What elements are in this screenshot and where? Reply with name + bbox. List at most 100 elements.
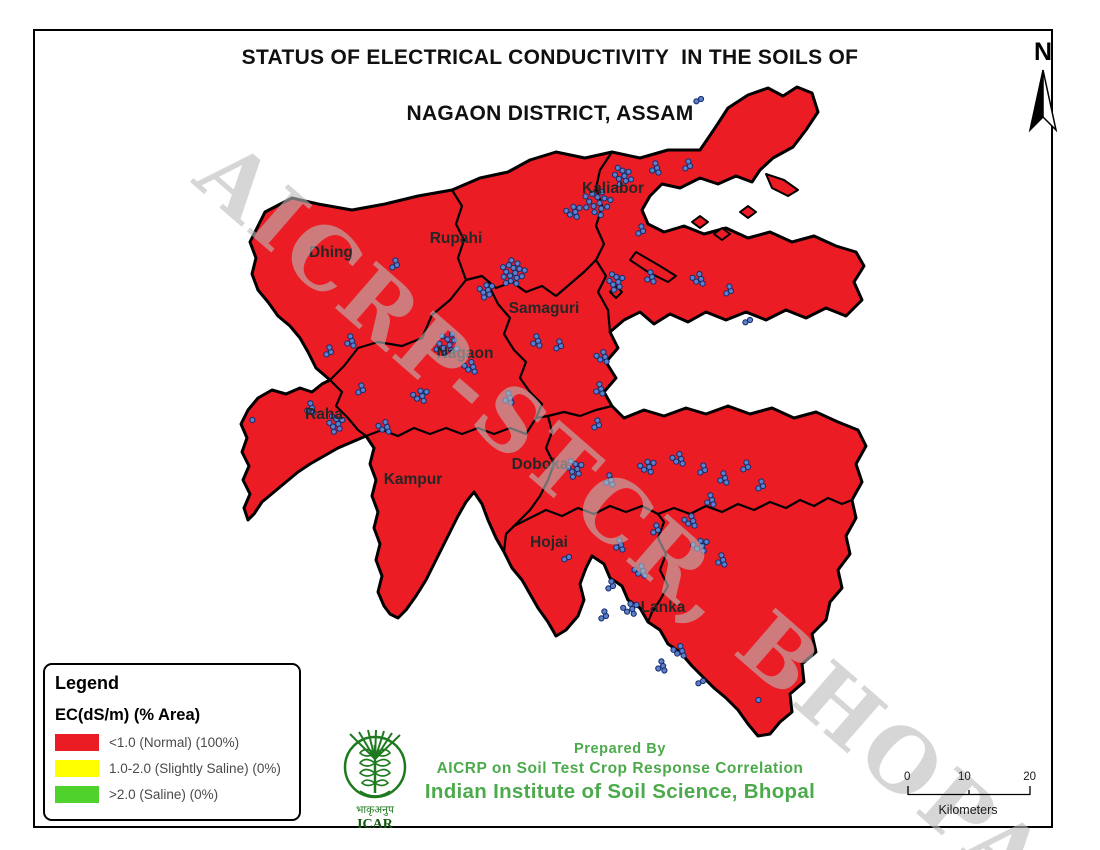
scale-bar-ticks: 0 10 20 — [898, 771, 1038, 784]
soil-sample-point — [567, 458, 575, 465]
soil-sample-point — [355, 389, 362, 396]
north-arrow-left-half — [1028, 69, 1044, 133]
soil-sample-point — [468, 359, 475, 366]
scale-tick-0: 0 — [904, 771, 911, 783]
soil-sample-point — [700, 462, 707, 469]
region-label-hojai: Hojai — [530, 534, 568, 551]
soil-sample-point — [599, 188, 606, 196]
block-boundary — [535, 404, 613, 420]
soil-sample-point — [628, 176, 635, 183]
soil-sample-point — [598, 205, 605, 212]
soil-sample-point — [693, 98, 700, 105]
soil-sample-point — [461, 362, 468, 369]
soil-sample-point — [586, 198, 593, 205]
soil-sample-point — [619, 274, 626, 282]
soil-sample-point — [330, 428, 337, 435]
soil-sample-point — [569, 473, 577, 480]
soil-sample-point — [488, 283, 496, 290]
soil-sample-point — [570, 203, 577, 210]
soil-sample-point — [420, 397, 427, 404]
soil-sample-point — [598, 615, 605, 622]
soil-sample-point — [649, 167, 656, 174]
soil-sample-point — [505, 390, 512, 397]
soil-sample-point — [641, 466, 648, 473]
soil-sample-point — [723, 290, 730, 297]
soil-sample-point — [596, 381, 603, 388]
soil-sample-point — [703, 538, 710, 546]
soil-sample-point — [655, 169, 662, 176]
soil-sample-point — [697, 469, 704, 476]
island-shape — [739, 205, 757, 219]
soil-sample-point — [670, 646, 677, 653]
soil-sample-point — [690, 541, 697, 548]
soil-sample-point — [505, 262, 512, 269]
region-label-rupahi: Rupahi — [430, 230, 483, 247]
soil-sample-point — [676, 451, 683, 458]
region-label-kampur: Kampur — [384, 471, 443, 488]
soil-sample-point — [613, 273, 620, 281]
soil-sample-point — [661, 667, 668, 674]
soil-sample-point — [448, 331, 456, 338]
soil-sample-point — [647, 468, 654, 475]
soil-sample-point — [614, 164, 621, 171]
region-label-dhing: Dhing — [309, 244, 353, 261]
block-boundary — [595, 259, 612, 333]
soil-sample-point — [633, 601, 640, 609]
region-label-nagaon: Nagaon — [437, 345, 494, 362]
credits-institute-line: Indian Institute of Soil Science, Bhopal — [424, 780, 816, 803]
map-title: STATUS OF ELECTRICAL CONDUCTIVITY IN THE… — [90, 44, 1010, 128]
block-boundary — [489, 287, 544, 419]
soil-sample-point — [681, 516, 688, 523]
scale-tick-20: 20 — [1023, 771, 1036, 783]
soil-sample-point — [710, 501, 717, 508]
soil-sample-point — [500, 273, 507, 280]
soil-sample-point — [553, 345, 560, 352]
soil-sample-point — [326, 344, 333, 351]
soil-sample-point — [682, 165, 689, 172]
soil-sample-point — [650, 529, 657, 536]
soil-sample-point — [616, 537, 623, 544]
soil-sample-point — [513, 280, 520, 287]
soil-sample-point — [599, 390, 606, 397]
soil-sample-point — [589, 190, 596, 197]
soil-sample-point — [616, 181, 623, 188]
soil-sample-point — [685, 158, 692, 165]
soil-sample-point — [385, 428, 392, 435]
soil-sample-point — [647, 269, 654, 276]
soil-sample-point — [441, 350, 448, 357]
block-boundary — [329, 379, 367, 437]
soil-sample-point — [721, 561, 728, 568]
north-label: N — [1034, 38, 1052, 66]
soil-sample-point — [516, 265, 523, 272]
soil-sample-point — [606, 472, 613, 479]
soil-sample-point — [389, 264, 396, 271]
soil-sample-point — [379, 426, 386, 433]
soil-sample-point — [486, 291, 493, 298]
legend-item-label: 1.0-2.0 (Slightly Saline) (0%) — [109, 761, 281, 776]
soil-sample-point — [717, 477, 724, 484]
scale-bar-line — [907, 786, 1031, 796]
legend-item-label: <1.0 (Normal) (100%) — [109, 735, 240, 750]
soil-sample-point — [444, 336, 451, 343]
soil-sample-point — [593, 388, 600, 395]
soil-sample-point — [726, 283, 733, 290]
island-shape — [691, 215, 709, 229]
scale-tick-10: 10 — [958, 771, 971, 783]
soil-sample-point — [694, 545, 701, 552]
soil-sample-point — [358, 382, 365, 389]
soil-sample-point — [336, 425, 343, 432]
soil-sample-point — [451, 337, 458, 344]
soil-sample-point — [622, 177, 629, 184]
soil-sample-point — [695, 680, 702, 687]
soil-sample-point — [326, 419, 333, 426]
soil-sample-point — [679, 460, 686, 467]
soil-sample-point — [375, 422, 382, 429]
soil-sample-point — [392, 257, 399, 264]
soil-sample-point — [536, 342, 543, 349]
block-boundary — [657, 496, 853, 516]
island-shape — [629, 251, 677, 283]
soil-sample-point — [575, 470, 582, 477]
soil-sample-point — [508, 399, 515, 406]
soil-sample-point — [307, 400, 314, 407]
soil-sample-point — [605, 585, 612, 592]
